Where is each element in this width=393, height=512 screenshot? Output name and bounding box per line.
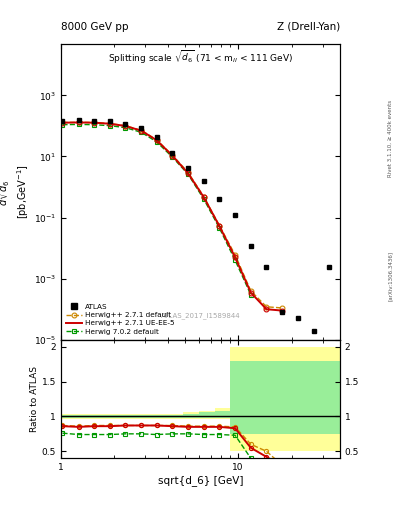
- Text: Splitting scale $\sqrt{d_6}$ (71 < m$_{ll}$ < 111 GeV): Splitting scale $\sqrt{d_6}$ (71 < m$_{l…: [108, 50, 293, 67]
- Y-axis label: $d\sigma$
$d\sqrt{d_{6}}$
[pb,GeV$^{-1}$]: $d\sigma$ $d\sqrt{d_{6}}$ [pb,GeV$^{-1}$…: [0, 164, 31, 219]
- Text: [arXiv:1306.3436]: [arXiv:1306.3436]: [388, 251, 393, 302]
- X-axis label: sqrt{d_6} [GeV]: sqrt{d_6} [GeV]: [158, 475, 243, 486]
- Text: 8000 GeV pp: 8000 GeV pp: [61, 22, 129, 32]
- Text: Rivet 3.1.10, ≥ 400k events: Rivet 3.1.10, ≥ 400k events: [388, 100, 393, 177]
- Y-axis label: Ratio to ATLAS: Ratio to ATLAS: [30, 366, 39, 432]
- Text: ATLAS_2017_I1589844: ATLAS_2017_I1589844: [161, 312, 240, 319]
- Text: Z (Drell-Yan): Z (Drell-Yan): [277, 22, 340, 32]
- Legend: ATLAS, Herwig++ 2.7.1 default, Herwig++ 2.7.1 UE-EE-5, Herwig 7.0.2 default: ATLAS, Herwig++ 2.7.1 default, Herwig++ …: [64, 303, 176, 336]
